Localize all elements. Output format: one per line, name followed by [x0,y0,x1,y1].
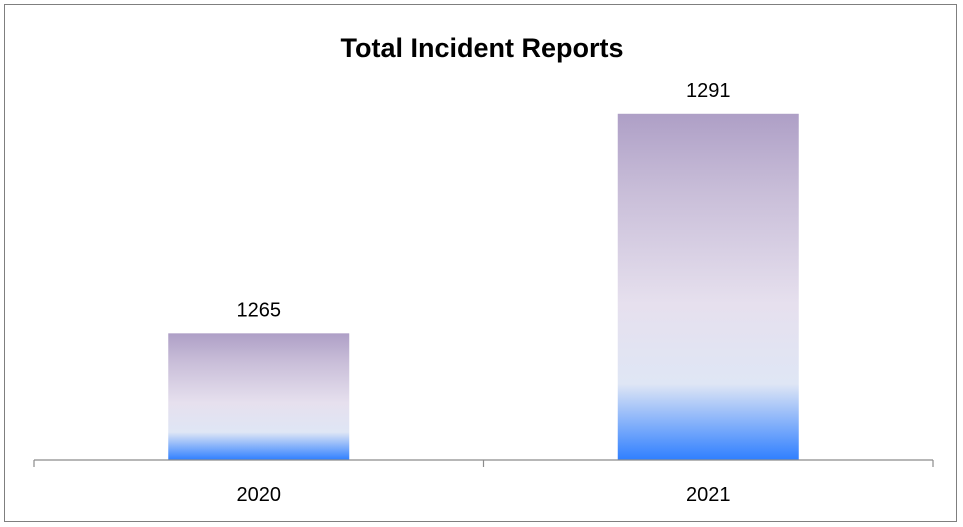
data-labels: 1265 1291 [237,80,731,322]
data-label-2021: 1291 [686,80,731,102]
x-axis-ticks [33,460,934,467]
bar-2020 [168,333,350,460]
category-labels: 2020 2021 [237,484,731,506]
chart-title: Total Incident Reports [340,33,623,63]
bar-2021 [617,113,799,461]
data-label-2020: 1265 [237,299,282,321]
category-label-2021: 2021 [686,484,731,506]
category-label-2020: 2020 [237,484,282,506]
bars-group [168,113,799,461]
